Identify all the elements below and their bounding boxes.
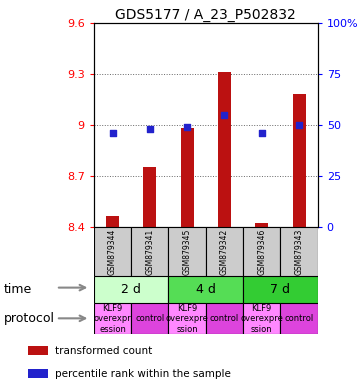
Text: 4 d: 4 d [196,283,216,296]
Bar [280,227,318,276]
Text: time: time [4,283,32,296]
Bar [169,303,206,334]
Bar [206,227,243,276]
Point [184,124,190,130]
Bar [28,369,48,378]
Text: 2 d: 2 d [121,283,141,296]
Text: KLF9
overexpr
ession: KLF9 overexpr ession [93,304,131,334]
Bar [292,94,305,227]
Point [110,130,116,136]
Text: control: control [284,314,314,323]
Point [296,122,302,128]
Title: GDS5177 / A_23_P502832: GDS5177 / A_23_P502832 [116,8,296,22]
Text: control: control [210,314,239,323]
Point [222,112,227,118]
Bar [94,303,131,334]
Bar [106,216,119,227]
Point [259,130,265,136]
Text: GSM879342: GSM879342 [220,228,229,275]
Text: KLF9
overexpre
ssion: KLF9 overexpre ssion [166,304,209,334]
Bar [243,303,280,334]
Bar [94,276,169,303]
Bar [94,227,131,276]
Text: GSM879345: GSM879345 [183,228,192,275]
Bar [280,303,318,334]
Text: transformed count: transformed count [55,346,152,356]
Text: GSM879343: GSM879343 [295,228,304,275]
Text: control: control [135,314,165,323]
Bar [243,276,318,303]
Text: protocol: protocol [4,312,55,325]
Bar [169,227,206,276]
Bar [255,223,268,227]
Bar [143,167,156,227]
Bar [180,128,193,227]
Text: GSM879344: GSM879344 [108,228,117,275]
Bar [206,303,243,334]
Bar [243,227,280,276]
Bar [131,227,169,276]
Bar [28,346,48,355]
Text: percentile rank within the sample: percentile rank within the sample [55,369,230,379]
Text: 7 d: 7 d [270,283,290,296]
Text: GSM879346: GSM879346 [257,228,266,275]
Bar [169,276,243,303]
Text: KLF9
overexpre
ssion: KLF9 overexpre ssion [240,304,283,334]
Point [147,126,153,132]
Bar [218,72,231,227]
Bar [131,303,169,334]
Text: GSM879341: GSM879341 [145,228,154,275]
